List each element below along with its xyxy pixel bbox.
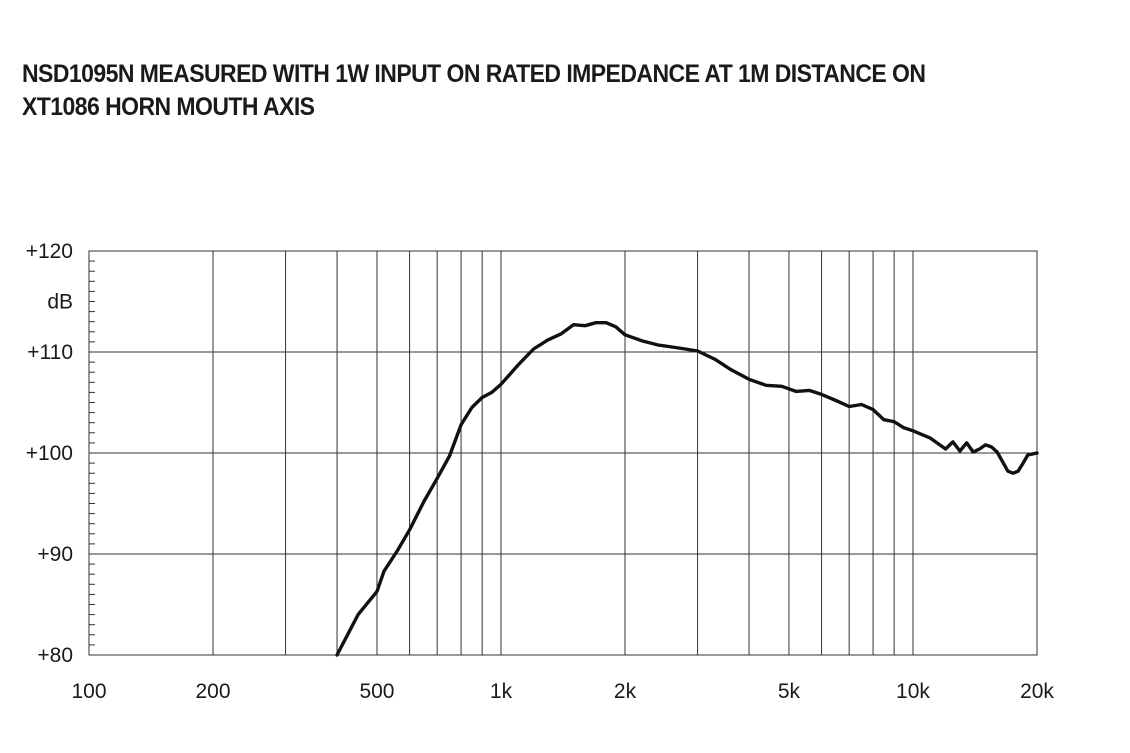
x-tick-label-2k: 2k bbox=[614, 680, 637, 703]
y-axis-tick-labels: +120 +110 +100 +90 +80 bbox=[26, 240, 73, 667]
response-curve-line bbox=[335, 321, 1039, 657]
chart-title-line-1: NSD1095N MEASURED WITH 1W INPUT ON RATED… bbox=[22, 60, 926, 88]
y-tick-label-80: +80 bbox=[37, 644, 73, 667]
chart-title-line-2: XT1086 HORN MOUTH AXIS bbox=[22, 93, 315, 121]
x-tick-label-100: 100 bbox=[71, 680, 106, 703]
x-tick-label-200: 200 bbox=[195, 680, 230, 703]
x-tick-label-1k: 1k bbox=[490, 680, 513, 703]
x-tick-label-5k: 5k bbox=[778, 680, 801, 703]
y-tick-label-90: +90 bbox=[37, 543, 73, 566]
x-tick-label-500: 500 bbox=[359, 680, 394, 703]
y-tick-label-100: +100 bbox=[26, 442, 73, 465]
y-tick-label-120: +120 bbox=[26, 240, 73, 263]
y-gridlines bbox=[89, 351, 1037, 555]
minor-tick-marks bbox=[89, 260, 95, 646]
x-tick-label-20k: 20k bbox=[1020, 680, 1054, 703]
chart-title: NSD1095N MEASURED WITH 1W INPUT ON RATED… bbox=[22, 58, 997, 124]
x-tick-label-10k: 10k bbox=[896, 680, 930, 703]
y-tick-label-110: +110 bbox=[27, 341, 73, 364]
x-axis-tick-labels: 100 200 500 1k 2k 5k 10k 20k bbox=[71, 680, 1054, 703]
y-axis-unit-label: dB bbox=[47, 291, 73, 314]
